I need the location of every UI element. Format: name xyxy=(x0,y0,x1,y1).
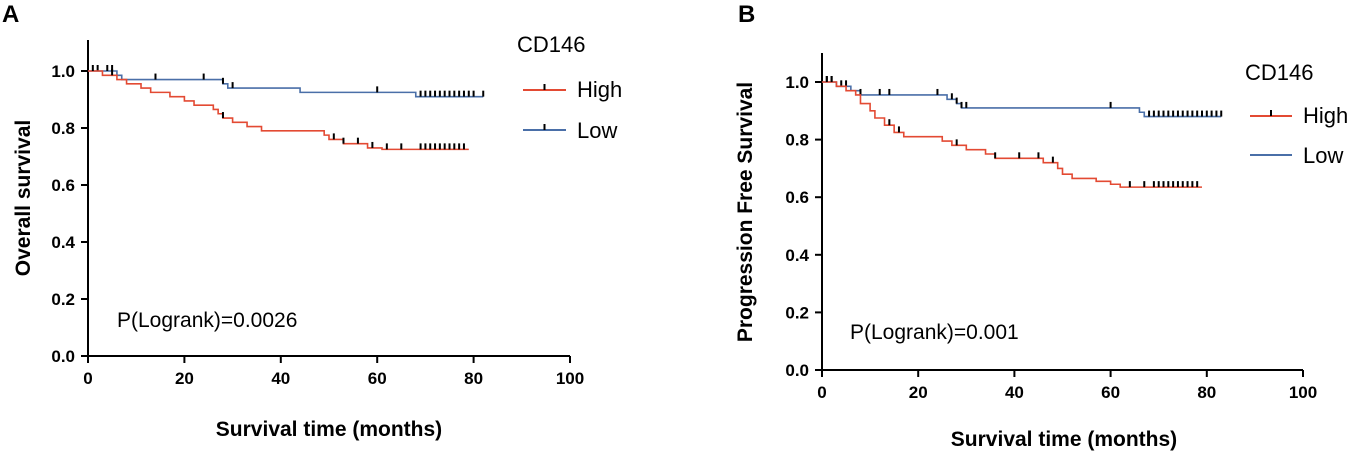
y-tick-label: 1.0 xyxy=(785,73,809,92)
y-tick-label: 0.6 xyxy=(51,176,75,195)
y-tick-label: 0.4 xyxy=(51,233,75,252)
legend-label-high: High xyxy=(577,77,622,102)
km-curve-high xyxy=(822,81,1202,188)
x-tick-label: 60 xyxy=(1101,383,1120,402)
legend-title: CD146 xyxy=(517,32,585,57)
x-tick-label: 0 xyxy=(83,369,92,388)
y-tick-label: 0.8 xyxy=(785,131,809,150)
x-tick-label: 100 xyxy=(556,369,584,388)
axis-ticks: 0 20 40 60 80 100 0.0 0.2 0.4 0.6 0.8 1.0 xyxy=(51,62,584,388)
km-curve-high xyxy=(88,70,469,151)
x-tick-label: 80 xyxy=(464,369,483,388)
y-tick-label: 0.8 xyxy=(51,119,75,138)
x-axis-title: Survival time (months) xyxy=(216,418,442,441)
y-tick-label: 1.0 xyxy=(51,62,75,81)
y-tick-label: 0.2 xyxy=(51,290,75,309)
y-tick-label: 0.0 xyxy=(51,347,75,366)
y-tick-label: 0.6 xyxy=(785,188,809,207)
x-tick-label: 0 xyxy=(817,383,826,402)
x-tick-label: 80 xyxy=(1197,383,1216,402)
panel-letter-a: A xyxy=(2,1,19,28)
legend: CD146 High Low xyxy=(1245,60,1348,168)
x-axis-title: Survival time (months) xyxy=(951,428,1177,451)
x-tick-label: 20 xyxy=(175,369,194,388)
x-tick-label: 60 xyxy=(368,369,387,388)
logrank-p-value: P(Logrank)=0.0026 xyxy=(117,309,297,332)
panel-letter-b: B xyxy=(738,1,755,28)
survival-curves xyxy=(822,76,1223,188)
legend-label-high: High xyxy=(1303,103,1348,128)
legend-label-low: Low xyxy=(1303,143,1343,168)
x-tick-label: 40 xyxy=(271,369,290,388)
km-curve-low xyxy=(822,81,1222,118)
logrank-p-value: P(Logrank)=0.001 xyxy=(850,321,1019,344)
legend-title: CD146 xyxy=(1245,60,1313,85)
survival-curves xyxy=(88,65,485,151)
axis-ticks: 0 20 40 60 80 100 0.0 0.2 0.4 0.6 0.8 1.0 xyxy=(785,73,1317,402)
y-tick-label: 0.2 xyxy=(785,303,809,322)
km-curve-low xyxy=(88,70,484,98)
x-tick-label: 100 xyxy=(1289,383,1317,402)
y-axis-title: Overall survival xyxy=(12,120,35,276)
legend: CD146 High Low xyxy=(517,32,622,143)
x-tick-label: 20 xyxy=(909,383,928,402)
legend-label-low: Low xyxy=(577,118,617,143)
panel-a: A 0 20 40 60 80 100 0.0 0.2 0.4 0.6 0.8 1.0 Overall… xyxy=(2,1,622,441)
x-tick-label: 40 xyxy=(1005,383,1024,402)
panel-b: B 0 20 40 60 80 100 0.0 0.2 0.4 0.6 0.8 1.0 Progres… xyxy=(734,1,1348,451)
y-tick-label: 0.0 xyxy=(785,361,809,380)
y-axis-title: Progression Free Survival xyxy=(734,82,757,342)
y-tick-label: 0.4 xyxy=(785,246,809,265)
